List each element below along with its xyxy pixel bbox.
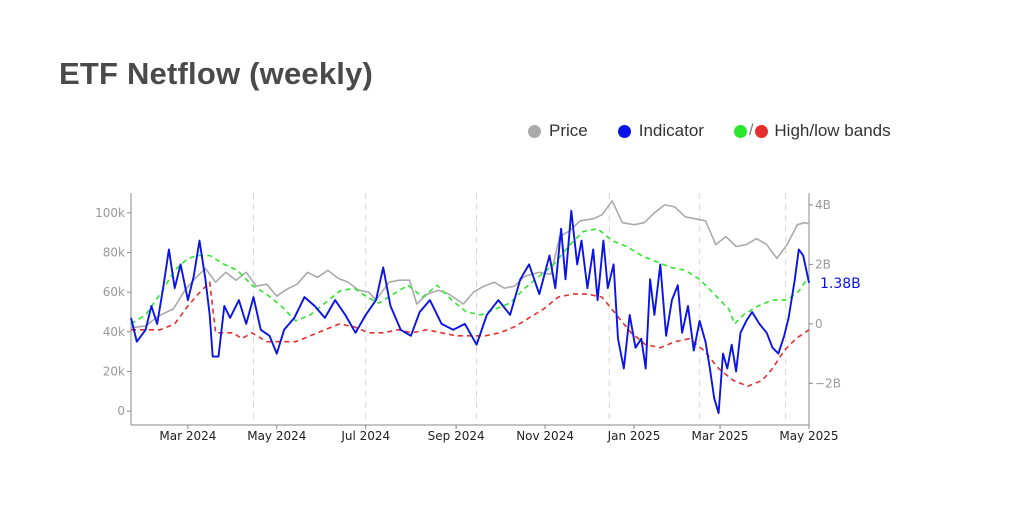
price-legend-dot-icon [528, 124, 541, 138]
legend-item-price[interactable]: Price [528, 121, 588, 141]
bands-legend-dots: / [733, 122, 769, 140]
indicator-last-value-label: 1.38B [820, 276, 861, 292]
legend-label-indicator: Indicator [638, 121, 704, 140]
x-tick-label: Nov 2024 [516, 429, 574, 443]
chart-legend: Price Indicator / High/low bands [528, 121, 891, 141]
right-tick-label: 2B [815, 257, 831, 271]
legend-item-bands[interactable]: / High/low bands [733, 121, 891, 141]
price-line [130, 200, 810, 329]
legend-slash: / [748, 122, 754, 139]
x-tick-label: May 2025 [779, 429, 838, 443]
indicator-line [130, 209, 810, 415]
legend-label-bands: High/low bands [774, 121, 891, 140]
low-band-line [131, 281, 810, 388]
legend-item-indicator[interactable]: Indicator [617, 121, 704, 141]
left-tick-label: 100k [95, 206, 125, 220]
right-tick-label: −2B [815, 376, 841, 390]
high-band-legend-dot-icon [733, 124, 747, 138]
left-tick-label: 60k [103, 285, 125, 299]
indicator-legend-dot-icon [617, 124, 631, 138]
legend-label-price: Price [549, 121, 588, 140]
x-tick-label: Jul 2024 [340, 429, 390, 443]
right-tick-label: 0 [815, 317, 823, 331]
x-tick-label: Mar 2024 [159, 429, 216, 443]
x-tick-label: May 2024 [247, 429, 306, 443]
left-tick-label: 0 [117, 404, 125, 418]
page-title: ETF Netflow (weekly) [59, 56, 374, 91]
left-tick-label: 80k [103, 245, 125, 259]
right-tick-label: 4B [815, 198, 831, 212]
x-tick-label: Jan 2025 [607, 429, 661, 443]
low-band-legend-dot-icon [755, 124, 769, 138]
left-tick-label: 40k [103, 325, 125, 339]
x-tick-label: Mar 2025 [692, 429, 749, 443]
high-band-line [130, 227, 810, 325]
left-tick-label: 20k [103, 364, 125, 378]
x-tick-label: Sep 2024 [428, 429, 485, 443]
